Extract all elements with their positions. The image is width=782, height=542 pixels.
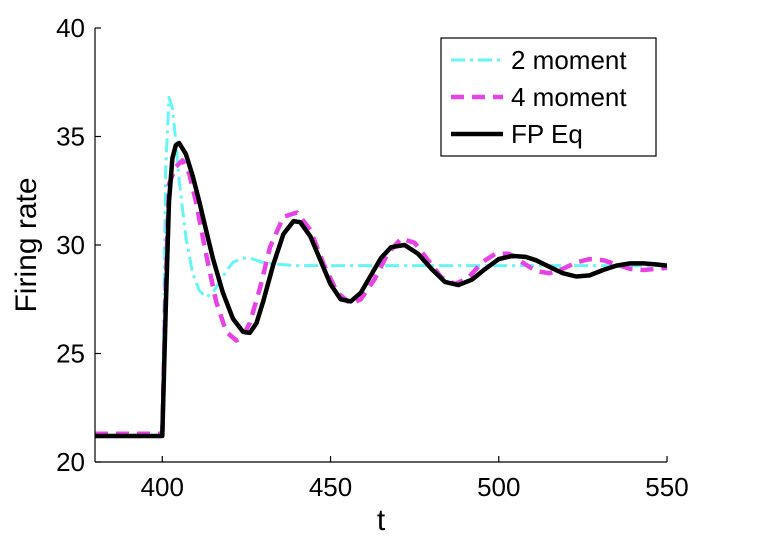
series-line-2-moment [95,95,667,438]
legend-label: 2 moment [511,45,627,75]
x-tick-label: 450 [309,472,352,502]
ticks-layer: 400 450 500 550 20 25 30 35 40 [56,13,689,502]
series-line-fp-eq [95,140,667,439]
y-tick-label: 20 [56,447,85,477]
y-tick-label: 35 [56,122,85,152]
legend: 2 moment 4 moment FP Eq [440,37,657,157]
x-tick-label: 400 [141,472,184,502]
x-tick-label: 550 [645,472,688,502]
legend-label: FP Eq [511,119,583,149]
x-tick-label: 500 [477,472,520,502]
y-tick-label: 40 [56,13,85,43]
series-line-4-moment [95,158,667,437]
series-layer [95,95,667,439]
y-axis-title: Firing rate [10,177,43,312]
legend-label: 4 moment [511,82,627,112]
y-tick-label: 30 [56,230,85,260]
y-tick-label: 25 [56,339,85,369]
x-axis-title: t [377,504,386,537]
